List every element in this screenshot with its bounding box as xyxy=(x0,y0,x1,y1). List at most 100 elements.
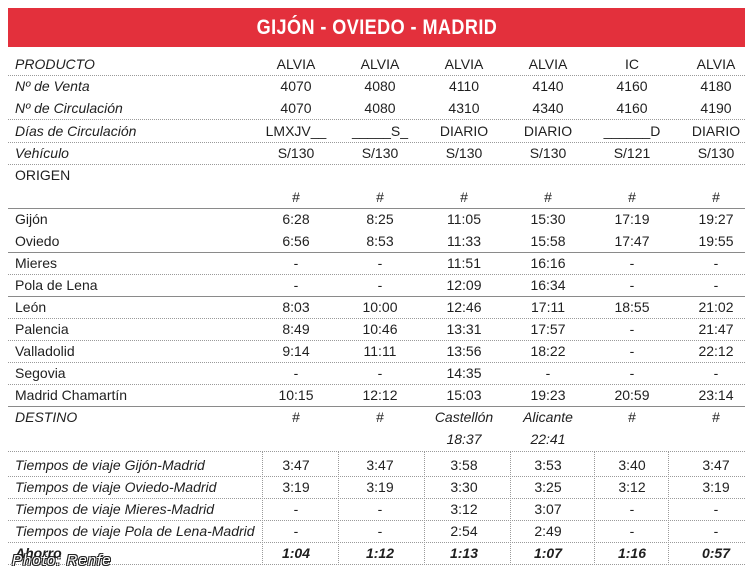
time-cell: 13:56 xyxy=(446,343,482,359)
sale-number-cell: 4180 xyxy=(700,78,732,94)
running-days-cell: DIARIO xyxy=(691,123,741,139)
station-row-mieres: Mieres - - 11:51 16:16 - - xyxy=(8,252,745,275)
time-cell: 13:31 xyxy=(446,321,482,337)
product-cell: ALVIA xyxy=(528,56,568,72)
travel-time-label: Tiempos de viaje Pola de Lena-Madrid xyxy=(15,523,255,539)
travel-time-cell: 3:19 xyxy=(282,479,310,495)
sale-number-label: Nº de Venta xyxy=(15,78,90,94)
destination-cell: # xyxy=(712,409,720,425)
travel-time-cell: - xyxy=(713,501,719,517)
time-cell: - xyxy=(629,343,635,359)
circulation-number-cell: 4340 xyxy=(532,100,564,116)
time-cell: 6:28 xyxy=(282,211,310,227)
station-row-madrid-chamartin: Madrid Chamartín 10:15 12:12 15:03 19:23… xyxy=(8,384,745,407)
column-divider xyxy=(338,452,339,565)
travel-time-cell: 3:25 xyxy=(534,479,562,495)
time-cell: 19:55 xyxy=(698,233,734,249)
time-cell: 15:58 xyxy=(530,233,566,249)
origin-cell: # xyxy=(460,189,468,205)
time-cell: 8:03 xyxy=(282,299,310,315)
travel-time-cell: 3:53 xyxy=(534,457,562,473)
time-cell: 8:49 xyxy=(282,321,310,337)
running-days-cell: DIARIO xyxy=(523,123,573,139)
time-cell: - xyxy=(377,277,383,293)
travel-time-cell: - xyxy=(377,501,383,517)
column-divider xyxy=(668,452,669,565)
station-row-valladolid: Valladolid 9:14 11:11 13:56 18:22 - 22:1… xyxy=(8,340,745,363)
time-cell: - xyxy=(293,277,299,293)
vehicle-cell: S/130 xyxy=(361,145,399,161)
savings-label: Ahorro xyxy=(15,545,62,561)
time-cell: - xyxy=(377,255,383,271)
time-cell: 17:11 xyxy=(531,299,565,315)
vehicle-row: Vehículo S/130 S/130 S/130 S/130 S/121 S… xyxy=(8,142,745,165)
travel-time-cell: 3:58 xyxy=(450,457,478,473)
vehicle-cell: S/121 xyxy=(613,145,651,161)
time-cell: 11:33 xyxy=(447,233,481,249)
station-row-pola-de-lena: Pola de Lena - - 12:09 16:34 - - xyxy=(8,274,745,297)
circulation-number-cell: 4080 xyxy=(364,100,396,116)
time-cell: 11:11 xyxy=(363,343,397,359)
station-name: Pola de Lena xyxy=(15,277,98,293)
vehicle-cell: S/130 xyxy=(697,145,735,161)
origin-cell: # xyxy=(628,189,636,205)
travel-time-cell: 3:12 xyxy=(450,501,478,517)
time-cell: 10:00 xyxy=(362,299,398,315)
time-cell: 23:14 xyxy=(698,387,734,403)
travel-time-cell: 2:49 xyxy=(534,523,562,539)
savings-cell: 0:57 xyxy=(701,545,731,561)
table-title-bar: GIJÓN - OVIEDO - MADRID xyxy=(8,8,745,47)
time-cell: 11:05 xyxy=(447,211,481,227)
travel-time-row-pola-de-lena: Tiempos de viaje Pola de Lena-Madrid - -… xyxy=(8,520,745,543)
time-cell: - xyxy=(293,255,299,271)
time-cell: - xyxy=(629,277,635,293)
time-cell: 17:47 xyxy=(614,233,650,249)
running-days-cell: DIARIO xyxy=(439,123,489,139)
product-row: PRODUCTO ALVIA ALVIA ALVIA ALVIA IC ALVI… xyxy=(8,53,745,76)
destination-cell: Castellón xyxy=(434,409,494,425)
time-cell: 20:59 xyxy=(614,387,650,403)
travel-time-row-oviedo: Tiempos de viaje Oviedo-Madrid 3:19 3:19… xyxy=(8,476,745,499)
product-cell: ALVIA xyxy=(276,56,316,72)
time-cell: - xyxy=(629,321,635,337)
time-cell: - xyxy=(545,365,551,381)
savings-cell: 1:16 xyxy=(617,545,647,561)
station-row-oviedo: Oviedo 6:56 8:53 11:33 15:58 17:47 19:55 xyxy=(8,230,745,253)
circulation-number-cell: 4160 xyxy=(616,100,648,116)
savings-cell: 1:07 xyxy=(533,545,563,561)
travel-times-top-rule xyxy=(8,451,745,453)
station-name: Valladolid xyxy=(15,343,75,359)
running-days-cell: _____S_ xyxy=(351,123,409,139)
station-row-palencia: Palencia 8:49 10:46 13:31 17:57 - 21:47 xyxy=(8,318,745,341)
time-cell: 8:53 xyxy=(366,233,394,249)
product-label: PRODUCTO xyxy=(15,56,95,72)
time-cell: 17:57 xyxy=(530,321,566,337)
time-cell: 19:23 xyxy=(530,387,566,403)
savings-cell: 1:04 xyxy=(281,545,311,561)
time-cell: 22:12 xyxy=(698,343,734,359)
station-name: León xyxy=(15,299,47,315)
running-days-row: Días de Circulación LMXJV__ _____S_ DIAR… xyxy=(8,120,745,143)
column-divider xyxy=(594,452,595,565)
station-name: Madrid Chamartín xyxy=(15,387,128,403)
travel-time-label: Tiempos de viaje Oviedo-Madrid xyxy=(15,479,217,495)
station-name: Segovia xyxy=(15,365,66,381)
travel-time-cell: - xyxy=(377,523,383,539)
column-divider xyxy=(510,452,511,565)
travel-time-cell: - xyxy=(629,523,635,539)
time-cell: 10:46 xyxy=(362,321,398,337)
travel-time-cell: - xyxy=(629,501,635,517)
time-cell: 12:09 xyxy=(446,277,482,293)
savings-cell: 1:13 xyxy=(449,545,479,561)
origin-cell: # xyxy=(712,189,720,205)
circulation-number-cell: 4190 xyxy=(700,100,732,116)
time-cell: - xyxy=(713,255,719,271)
travel-time-cell: 3:40 xyxy=(618,457,646,473)
column-divider xyxy=(424,452,425,565)
origin-cell: # xyxy=(376,189,384,205)
travel-time-row-mieres: Tiempos de viaje Mieres-Madrid - - 3:12 … xyxy=(8,498,745,521)
running-days-label: Días de Circulación xyxy=(15,123,137,139)
time-cell: 21:47 xyxy=(698,321,734,337)
time-cell: 8:25 xyxy=(366,211,394,227)
time-cell: - xyxy=(713,277,719,293)
